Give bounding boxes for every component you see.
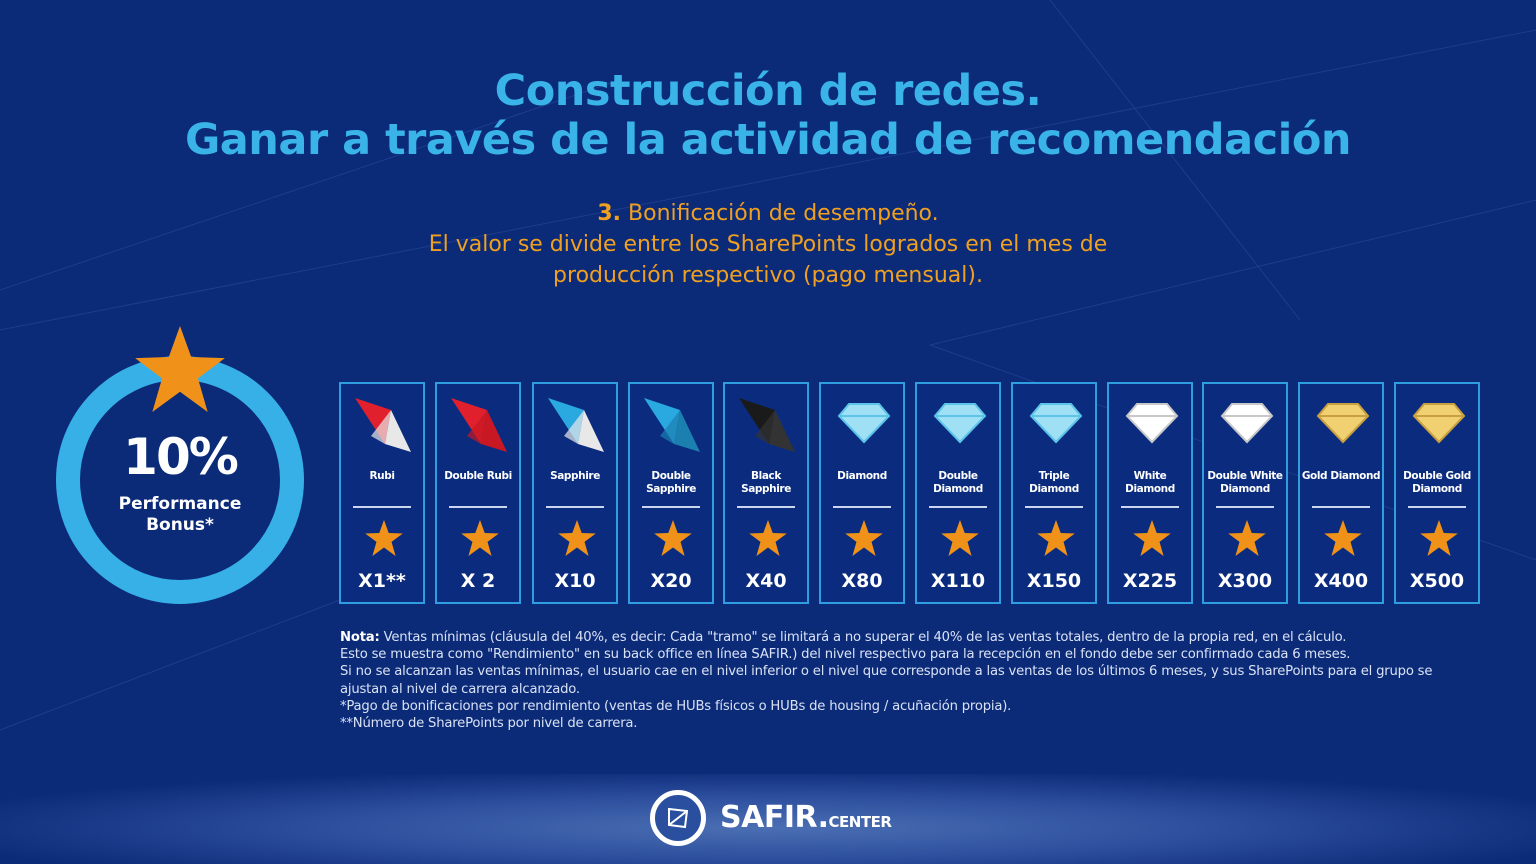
subtitle-number: 3. <box>597 201 622 226</box>
level-multiplier: X500 <box>1409 570 1465 592</box>
safir-logo-icon <box>650 790 706 846</box>
note-line-3: Si no se alcanzan las ventas mínimas, el… <box>340 664 1433 697</box>
bonus-percent: 10% <box>123 428 239 486</box>
note-line-5: **Número de SharePoints por nivel de car… <box>340 716 638 732</box>
divider <box>1312 506 1370 508</box>
divider <box>353 506 411 508</box>
divider <box>1121 506 1179 508</box>
star-icon <box>365 520 403 556</box>
diamond-icon <box>1220 403 1274 444</box>
level-name: White Diamond <box>1125 470 1175 495</box>
level-multiplier: X40 <box>745 570 787 592</box>
level-multiplier: X110 <box>930 570 986 592</box>
level-name: Diamond <box>837 470 887 482</box>
divider <box>546 506 604 508</box>
subtitle-line-3: producción respectivo (pago mensual). <box>553 263 983 288</box>
level-card: Rubi X1** <box>339 382 425 604</box>
level-card: Triple Diamond X150 <box>1011 382 1097 604</box>
level-multiplier: X10 <box>554 570 596 592</box>
level-multiplier: X20 <box>650 570 692 592</box>
level-multiplier: X 2 <box>460 570 496 592</box>
level-name: Black Sapphire <box>741 470 791 495</box>
divider <box>833 506 891 508</box>
star-icon <box>749 520 787 556</box>
diamond-icon <box>933 403 987 444</box>
level-card: Double Sapphire X20 <box>628 382 714 604</box>
brand-name: SAFIR.CENTER <box>720 800 892 835</box>
level-name: Sapphire <box>550 470 600 482</box>
gem-icon <box>451 398 507 452</box>
star-icon <box>1037 520 1075 556</box>
star-icon <box>461 520 499 556</box>
subtitle-line-1: Bonificación de desempeño. <box>628 201 939 226</box>
gem-icon <box>739 398 795 452</box>
divider <box>642 506 700 508</box>
star-icon <box>558 520 596 556</box>
star-icon <box>1133 520 1171 556</box>
note: Nota: Ventas mínimas (cláusula del 40%, … <box>340 629 1470 732</box>
diamond-icon <box>837 403 891 444</box>
divider <box>1025 506 1083 508</box>
divider <box>737 506 795 508</box>
level-multiplier: X150 <box>1026 570 1082 592</box>
title-line-1: Construcción de redes. <box>494 66 1042 116</box>
star-icon <box>845 520 883 556</box>
level-multiplier: X225 <box>1122 570 1178 592</box>
level-name: Double Gold Diamond <box>1403 470 1471 495</box>
note-label: Nota: <box>340 630 380 645</box>
level-multiplier: X300 <box>1217 570 1273 592</box>
level-card: Double Diamond X110 <box>915 382 1001 604</box>
level-name: Rubi <box>369 470 395 482</box>
title-line-2: Ganar a través de la actividad de recome… <box>185 115 1351 165</box>
diamond-icon <box>1125 403 1179 444</box>
brand-suffix: CENTER <box>828 813 892 831</box>
brand-main: SAFIR. <box>720 800 829 835</box>
star-icon <box>941 520 979 556</box>
note-line-4: *Pago de bonificaciones por rendimiento … <box>340 698 1012 714</box>
bonus-label: Performance Bonus* <box>56 494 304 536</box>
level-card: Gold Diamond X400 <box>1298 382 1384 604</box>
note-line-1: Ventas mínimas (cláusula del 40%, es dec… <box>379 630 1347 645</box>
level-name: Gold Diamond <box>1301 470 1381 482</box>
divider <box>1408 506 1466 508</box>
subtitle: 3. Bonificación de desempeño. El valor s… <box>300 198 1236 291</box>
subtitle-line-2: El valor se divide entre los SharePoints… <box>428 232 1108 257</box>
divider <box>929 506 987 508</box>
level-name: Double Diamond <box>933 470 983 495</box>
diamond-icon <box>1412 403 1466 444</box>
level-name: Double White Diamond <box>1207 470 1283 495</box>
gem-icon <box>644 398 700 452</box>
level-multiplier: X400 <box>1313 570 1369 592</box>
diamond-icon <box>1316 403 1370 444</box>
star-icon <box>1324 520 1362 556</box>
level-card: Double Rubi X 2 <box>435 382 521 604</box>
bonus-label-line-2: Bonus* <box>146 515 214 535</box>
star-icon <box>1420 520 1458 556</box>
gem-icon <box>355 398 411 452</box>
note-line-2: Esto se muestra como "Rendimiento" en su… <box>340 647 1351 663</box>
level-card: Black Sapphire X40 <box>723 382 809 604</box>
diamond-icon <box>1029 403 1083 444</box>
star-icon <box>654 520 692 556</box>
level-multiplier: X1** <box>358 570 406 592</box>
level-name: Triple Diamond <box>1029 470 1079 495</box>
level-multiplier: X80 <box>841 570 883 592</box>
gem-icon <box>548 398 604 452</box>
level-name: Double Sapphire <box>646 470 696 495</box>
level-card: Diamond X80 <box>819 382 905 604</box>
level-card: Double Gold Diamond X500 <box>1394 382 1480 604</box>
level-card: Double White Diamond X300 <box>1202 382 1288 604</box>
footer <box>0 774 1536 864</box>
divider <box>449 506 507 508</box>
star-icon <box>135 326 225 412</box>
divider <box>1216 506 1274 508</box>
level-card: White Diamond X225 <box>1107 382 1193 604</box>
star-icon <box>1228 520 1266 556</box>
bonus-label-line-1: Performance <box>118 494 242 514</box>
level-card: Sapphire X10 <box>532 382 618 604</box>
level-name: Double Rubi <box>444 470 512 482</box>
